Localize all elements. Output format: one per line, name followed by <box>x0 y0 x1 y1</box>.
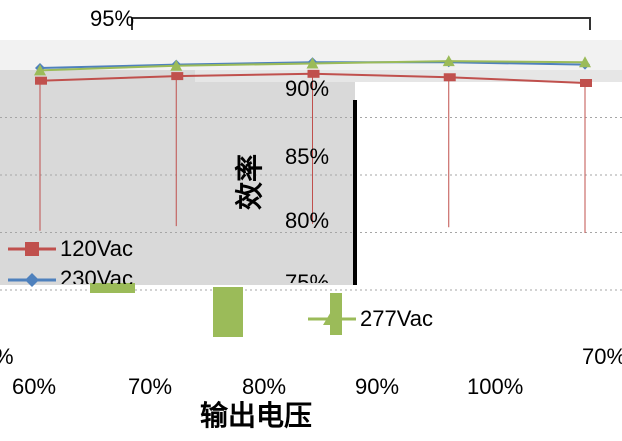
y-tick-label: 80% <box>285 208 330 233</box>
drop-lines <box>39 73 586 233</box>
legend-label-277vac: 277Vac <box>360 306 433 331</box>
x-tick-label: 70% <box>128 374 173 399</box>
y-axis-title: 效率 <box>233 153 267 211</box>
data-point <box>35 76 47 85</box>
x-tick-label: 60% <box>12 374 57 399</box>
data-point <box>34 64 46 76</box>
grid-lines <box>0 117 622 291</box>
green-fragments <box>90 283 342 337</box>
legend-label-230vac: 230Vac <box>60 268 133 284</box>
data-point <box>579 56 591 68</box>
data-point <box>306 57 319 69</box>
x-tick-label: 100% <box>467 374 524 399</box>
x-axis-title: 输出电压 <box>200 399 313 432</box>
x-tick-label: 80% <box>242 374 287 399</box>
data-point <box>170 59 183 71</box>
partial-tick-label-right: 70% <box>582 344 622 369</box>
legend-marker <box>25 273 39 287</box>
legend-label-120vac: 120Vac <box>60 236 133 261</box>
x-tick-label: 90% <box>355 374 400 399</box>
data-point <box>580 79 592 87</box>
legend-marker <box>25 242 39 256</box>
y-tick-label: 75% <box>285 272 329 283</box>
data-point <box>443 73 456 82</box>
top-frame-line <box>131 17 591 30</box>
data-point <box>171 72 184 81</box>
partial-tick-label-left: % <box>0 346 14 368</box>
data-point <box>442 55 455 67</box>
plot-frame <box>131 17 591 285</box>
y-tick-label: 95% <box>90 6 135 31</box>
series-layer <box>34 55 592 87</box>
y-tick-label: 85% <box>285 144 330 169</box>
data-point <box>307 69 320 78</box>
y-tick-label: 90% <box>285 76 330 101</box>
